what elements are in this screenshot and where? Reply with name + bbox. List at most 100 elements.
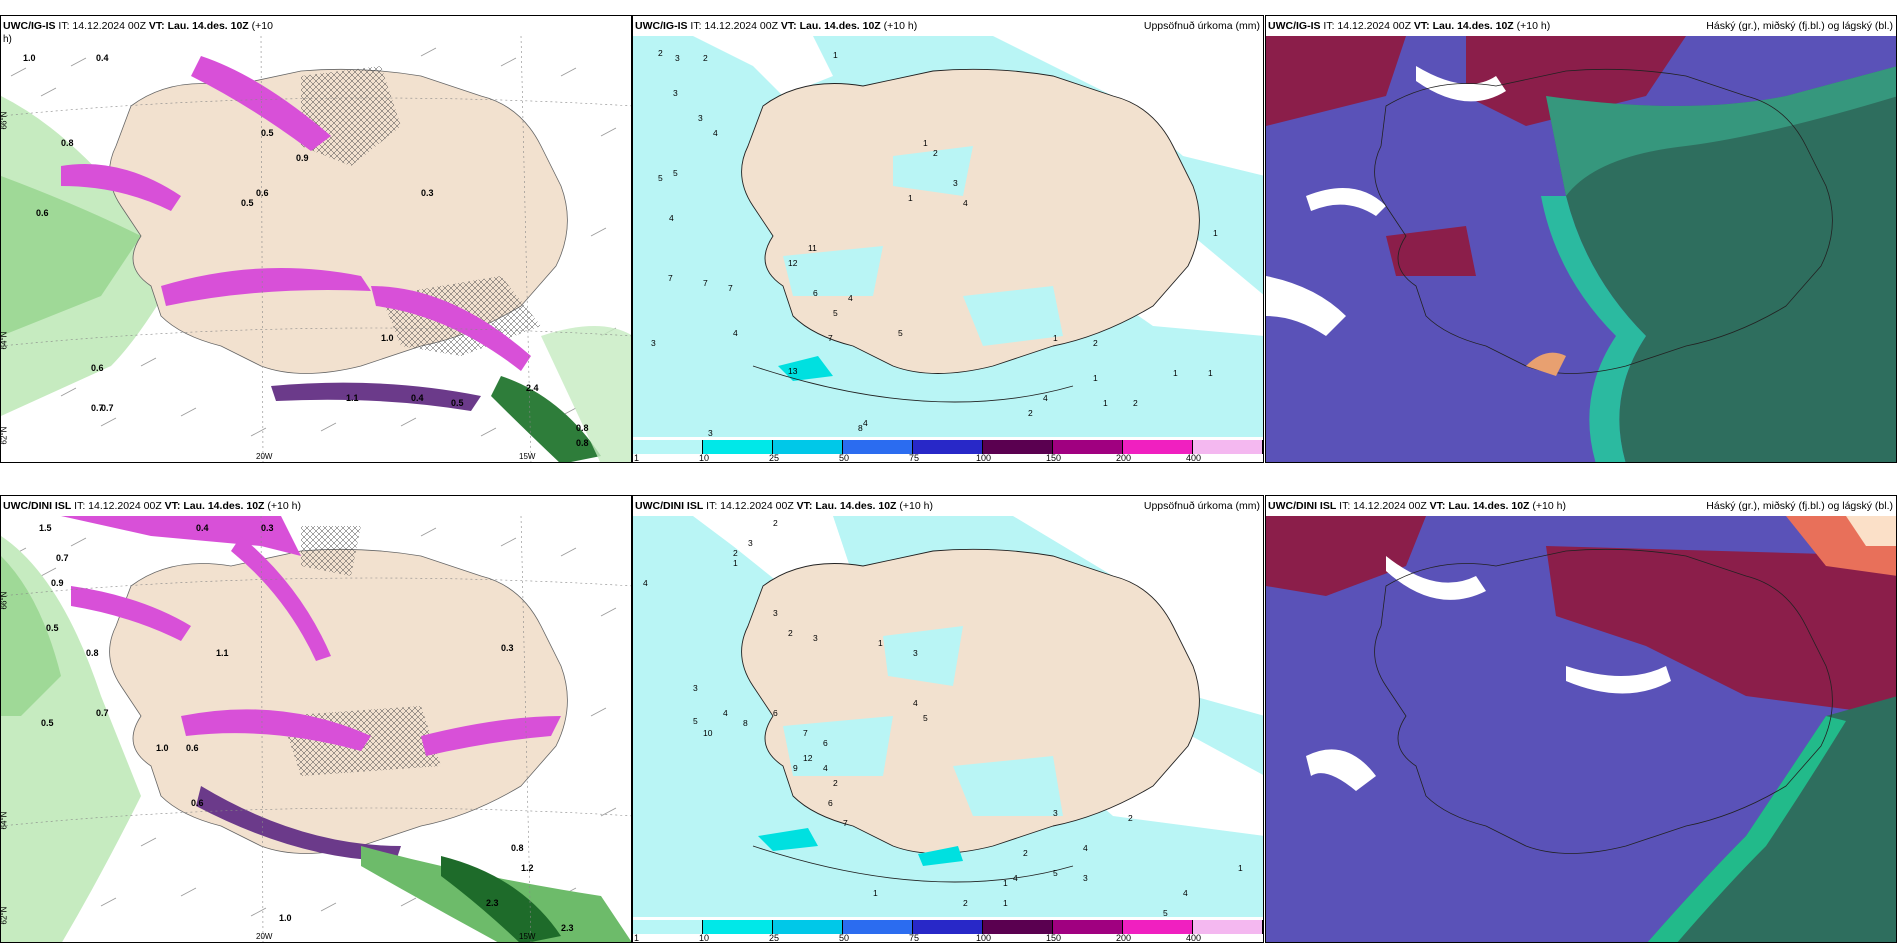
precip-value: 1	[1093, 373, 1098, 383]
precip-value: 2	[933, 148, 938, 158]
cloud-spot	[1526, 352, 1566, 376]
lon-label: 15W	[519, 932, 536, 941]
precip-value: 4	[713, 128, 718, 138]
colorbar-tick: 25	[769, 933, 780, 943]
wind-label: 0.3	[261, 523, 274, 533]
colorbar-tick: 200	[1116, 453, 1132, 463]
colorbar-tick: 75	[909, 453, 920, 463]
map-canvas: 2 3 2 1 4 3 2 3 3 6 5 4 10 8 7 6 12 4 9 …	[633, 516, 1263, 942]
valid-time: Lau. 14.des. 10Z	[1448, 500, 1530, 512]
precip-value: 5	[833, 308, 838, 318]
contour-line	[752, 845, 1074, 883]
colorbar-seg	[1123, 920, 1193, 934]
precip-10-25	[778, 356, 833, 381]
colorbar-seg	[773, 440, 843, 454]
precip-band	[61, 164, 181, 211]
colorbar-seg	[843, 440, 913, 454]
precip-value: 7	[728, 283, 733, 293]
wind-label: 0.6	[191, 798, 204, 808]
wind-label: 0.4	[96, 53, 109, 63]
precip-value: 1	[733, 558, 738, 568]
valid-time: Lau. 14.des. 10Z	[815, 500, 897, 512]
panel-title: UWC/DINI ISL IT: 14.12.2024 00Z VT: Lau.…	[1, 496, 631, 516]
precip-value: 2	[703, 53, 708, 63]
map-canvas	[1266, 516, 1896, 942]
precip-value: 5	[923, 713, 928, 723]
lead-time: (+10	[251, 20, 273, 32]
precip-value: 2	[658, 48, 663, 58]
precip-value: 8	[743, 718, 748, 728]
mid-cloud	[1546, 546, 1896, 716]
precip-value: 1	[1173, 368, 1178, 378]
precip-map-dini: UWC/DINI ISL IT: 14.12.2024 00Z VT: Lau.…	[632, 495, 1264, 943]
valid-time: Lau. 14.des. 10Z	[1432, 20, 1514, 32]
wind-label: 0.9	[296, 153, 309, 163]
wind-label: 1.1	[346, 393, 359, 403]
precip-colorbar: 1 10 25 50 75 100 150 200 400	[633, 917, 1263, 942]
precip-value: 5	[1163, 908, 1168, 918]
contour-line	[752, 365, 1074, 403]
precip-value: 5	[1053, 868, 1058, 878]
wind-label: 2.3	[486, 898, 499, 908]
wind-label: 0.5	[46, 623, 59, 633]
precip-value: 3	[913, 648, 918, 658]
vt-label: VT:	[796, 500, 813, 512]
precip-band	[371, 286, 531, 371]
precip-value: 2	[788, 628, 793, 638]
precip-value: 5	[693, 716, 698, 726]
precip-value: 1	[1003, 898, 1008, 908]
vt-label: VT:	[1413, 20, 1430, 32]
wind-label: 0.7	[91, 403, 104, 413]
init-time: IT: 14.12.2024 00Z	[58, 20, 146, 32]
precip-value: 3	[651, 338, 656, 348]
lead-time: (+10 h)	[899, 500, 933, 512]
wind-area-west-strong	[1, 176, 141, 336]
init-time: IT: 14.12.2024 00Z	[1339, 500, 1427, 512]
precip-value: 1	[1213, 228, 1218, 238]
wind-labels: 1.5 0.4 0.3 0.7 0.9 1.1 0.5 0.8 0.3 1.0 …	[39, 523, 574, 933]
wind-label: 0.8	[576, 438, 589, 448]
colorbar-seg	[1053, 920, 1123, 934]
precip-area-land	[783, 716, 893, 776]
precip-value: 3	[1053, 808, 1058, 818]
wind-label: 0.8	[86, 648, 99, 658]
colorbar-seg	[1053, 440, 1123, 454]
precip-value: 1	[923, 138, 928, 148]
wind-precip-map-dini: UWC/DINI ISL IT: 14.12.2024 00Z VT: Lau.…	[0, 495, 632, 943]
high-cloud-edge	[1647, 716, 1846, 942]
precip-value: 8	[858, 423, 863, 433]
wind-label: 0.3	[501, 643, 514, 653]
model-name: UWC/IG-IS	[1268, 20, 1321, 32]
lead-time: (+10 h)	[267, 500, 301, 512]
panel-title: UWC/IG-IS IT: 14.12.2024 00Z VT: Lau. 14…	[633, 16, 1263, 36]
precip-10-25	[758, 828, 818, 851]
precip-value: 4	[1043, 393, 1048, 403]
wind-label: 0.5	[261, 128, 274, 138]
precip-band-heavy	[196, 786, 401, 861]
wind-label: 0.6	[186, 743, 199, 753]
precip-map-igis: UWC/IG-IS IT: 14.12.2024 00Z VT: Lau. 14…	[632, 15, 1264, 463]
colorbar-tick: 1	[634, 453, 640, 463]
precip-value: 3	[1083, 873, 1088, 883]
panel-title: UWC/IG-IS IT: 14.12.2024 00Z VT: Lau. 14…	[1, 16, 631, 36]
colorbar-seg	[843, 920, 913, 934]
model-name: UWC/DINI ISL	[1268, 500, 1337, 512]
wind-label: 0.3	[421, 188, 434, 198]
wind-label: 0.8	[61, 138, 74, 148]
wind-label: 1.1	[216, 648, 229, 658]
colorbar-tick: 10	[699, 933, 710, 943]
colorbar-tick: 25	[769, 453, 780, 463]
valid-time: Lau. 14.des. 10Z	[167, 20, 249, 32]
lat-label: 62°N	[0, 426, 9, 445]
colorbar-tick: 10	[699, 453, 710, 463]
precip-value: 9	[793, 763, 798, 773]
colorbar-tick: 75	[909, 933, 920, 943]
precip-value: 3	[675, 53, 680, 63]
precip-value: 4	[863, 418, 868, 428]
precip-value: 3	[813, 633, 818, 643]
panel-field-name: Háský (gr.), miðský (fj.bl.) og lágský (…	[1706, 496, 1893, 516]
precip-value: 2	[1133, 398, 1138, 408]
colorbar-tick: 150	[1046, 933, 1062, 943]
panel-title: UWC/DINI ISL IT: 14.12.2024 00Z VT: Lau.…	[633, 496, 1263, 516]
wind-label: 0.8	[576, 423, 589, 433]
